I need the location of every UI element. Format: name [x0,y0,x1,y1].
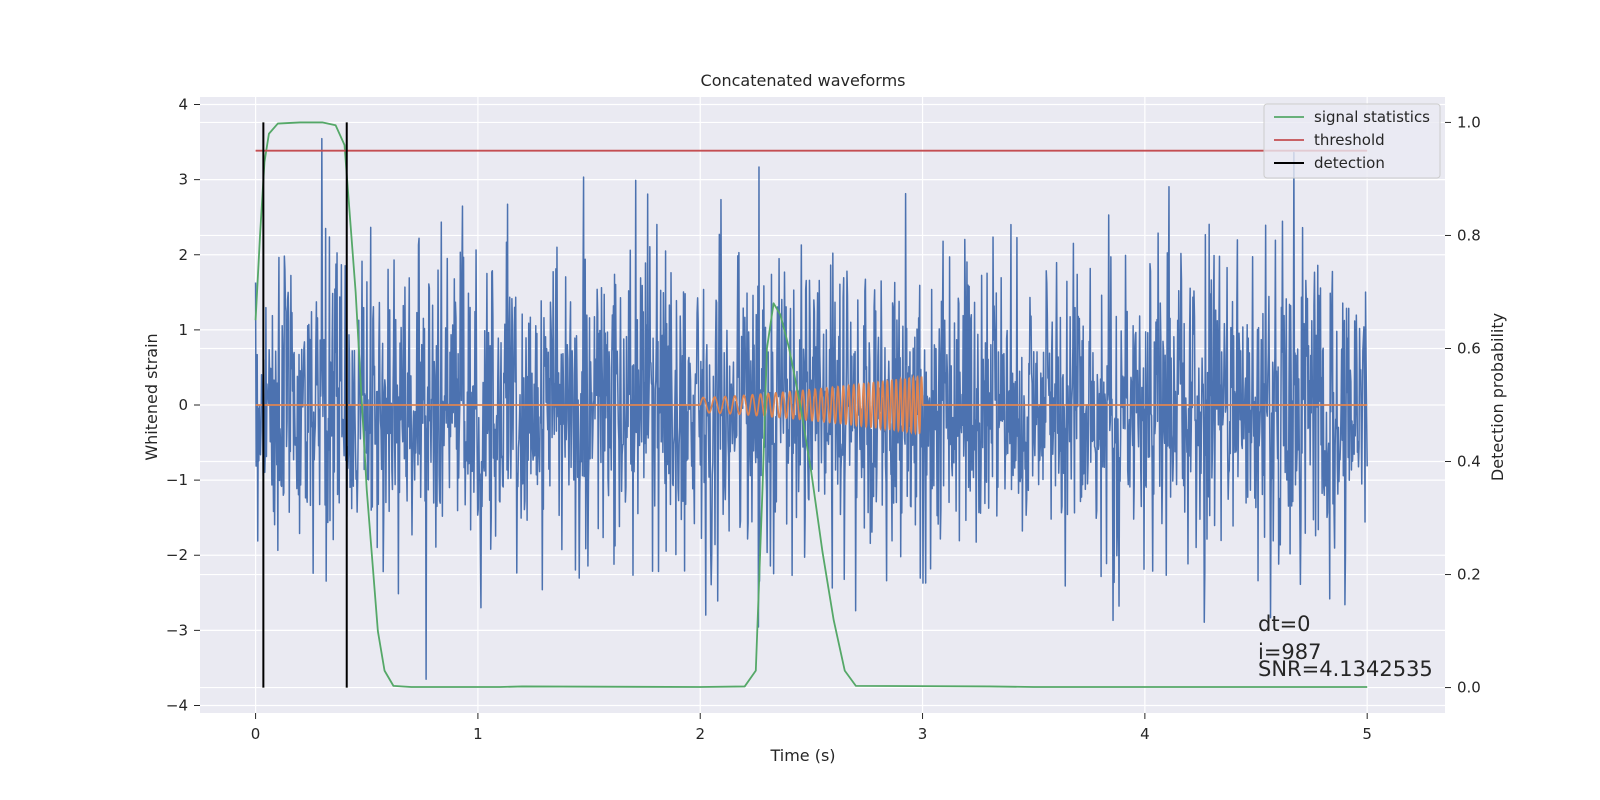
y-tick-label: −3 [166,621,188,639]
legend-label-detection: detection [1314,154,1385,172]
x-tick-label: 4 [1140,725,1150,743]
x-tick-label: 3 [918,725,928,743]
annotation-dt: dt=0 [1258,612,1311,636]
y-tick-label: 3 [178,171,188,189]
y2-axis-label: Detection probability [1488,313,1507,481]
x-tick-label: 1 [473,725,483,743]
y-tick-label: 0 [178,396,188,414]
x-tick-label: 0 [251,725,261,743]
y2-tick-label: 0.0 [1457,679,1481,697]
annotation-index: i=987 [1258,640,1322,664]
axis-ticks: 0 1 2 3 4 5 −4 −3 −2 −1 0 1 2 3 4 0.0 0.2 0.4 0.6 0.8 1.0 [166,96,1481,743]
legend-box [1263,103,1441,179]
strain-line [254,137,1368,680]
y-tick-label: −2 [166,546,188,564]
y2-tick-label: 0.4 [1457,453,1481,471]
injected-signal-line [255,374,1368,436]
chart-title: Concatenated waveforms [701,71,906,90]
y-tick-label: −4 [166,696,188,714]
y2-tick-label: 0.2 [1457,566,1481,584]
right-axis-series [254,121,1368,688]
y-tick-label: 2 [178,246,188,264]
legend: signal statistics threshold detection [1263,103,1441,179]
annotations: dt=0 i=987 SNR=4.1342535 [1258,612,1433,681]
legend-label-signal-statistics: signal statistics [1314,108,1430,126]
y-tick-label: 1 [178,321,188,339]
y-tick-label: −1 [166,471,188,489]
signal-statistics-line [254,121,1368,688]
legend-label-threshold: threshold [1314,131,1385,149]
y2-tick-label: 0.6 [1457,339,1481,357]
x-axis-label: Time (s) [769,746,835,765]
y2-tick-label: 0.8 [1457,226,1481,244]
annotation-snr: SNR=4.1342535 [1258,657,1433,681]
x-tick-label: 2 [695,725,705,743]
y2-tick-label: 1.0 [1457,113,1481,131]
y-axis-label: Whitened strain [142,333,161,460]
x-tick-label: 5 [1362,725,1372,743]
left-axis-series [254,137,1368,680]
y-tick-label: 4 [178,96,188,114]
